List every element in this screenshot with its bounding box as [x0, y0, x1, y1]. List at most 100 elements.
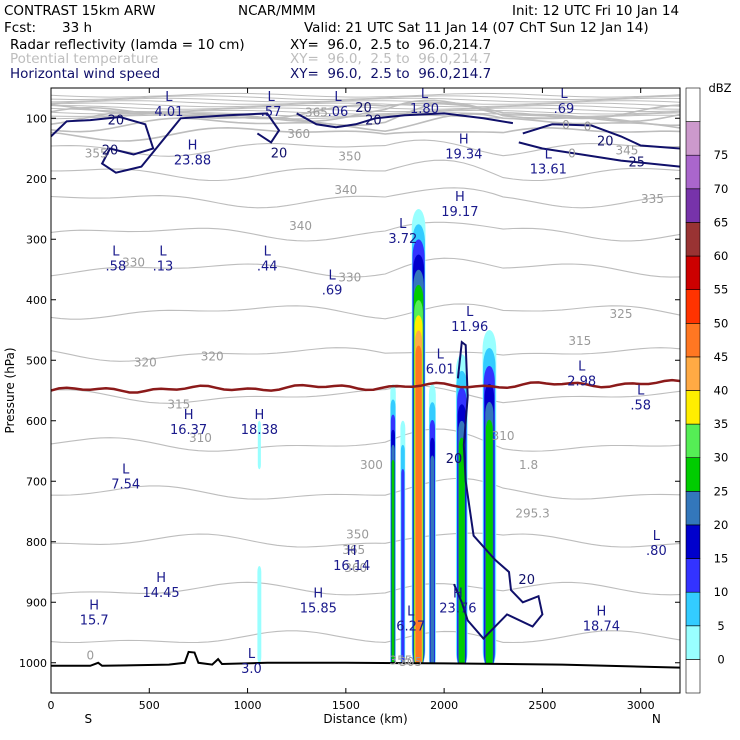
- colorbar-swatch: [685, 121, 701, 156]
- field-name-theta: Potential temperature: [10, 51, 159, 67]
- theta-label: 0: [562, 118, 570, 132]
- y-tick-label: 100: [26, 112, 47, 125]
- source-label: NCAR/MMM: [238, 3, 316, 19]
- theta-isentrope: [51, 139, 680, 157]
- theta-isentrope: [51, 428, 680, 452]
- extreme-value: 15.7: [80, 613, 109, 628]
- wind-contour-label: 20: [597, 135, 614, 150]
- forecast-label: Fcst:: [4, 20, 37, 36]
- extreme-marker-high: H: [347, 544, 357, 559]
- extreme-marker-low: L: [545, 148, 553, 163]
- extreme-marker-high: H: [455, 190, 465, 205]
- theta-label: 340: [334, 183, 357, 197]
- wind-contour-label: 25: [629, 156, 646, 171]
- colorbar-swatch: [685, 457, 701, 492]
- extreme-marker-high: H: [597, 604, 607, 619]
- colorbar-swatch: [685, 659, 701, 694]
- theta-label: 310: [492, 429, 515, 443]
- extreme-value: .69: [554, 102, 575, 117]
- reflectivity-band: [485, 419, 493, 669]
- x-end-label-south: S: [85, 712, 93, 726]
- theta-label: 340: [289, 219, 312, 233]
- extreme-value: 7.54: [111, 477, 140, 492]
- extreme-value: 16.37: [170, 423, 207, 438]
- theta-label: 365: [305, 105, 328, 119]
- theta-label: 355: [389, 654, 412, 668]
- colorbar-tick-label: 70: [714, 182, 729, 196]
- y-tick-label: 600: [26, 415, 47, 428]
- colorbar-tick-label: 65: [714, 215, 729, 229]
- theta-isentrope: [51, 347, 680, 362]
- colorbar-tick-label: 55: [714, 283, 729, 297]
- extreme-marker-low: L: [437, 347, 445, 362]
- extreme-value: .58: [630, 399, 651, 414]
- extreme-value: 23.76: [439, 601, 476, 616]
- reflectivity-band: [458, 437, 465, 669]
- reflectivity-band: [415, 345, 422, 669]
- extreme-value: .58: [106, 260, 127, 275]
- colorbar-tick-label: 75: [714, 148, 729, 162]
- reflectivity-band: [391, 459, 395, 669]
- theta-isentrope: [51, 102, 680, 108]
- theta-isentrope: [51, 159, 680, 182]
- extreme-marker-low: L: [399, 217, 407, 232]
- extreme-marker-high: H: [255, 408, 265, 423]
- colorbar-swatch: [685, 255, 701, 291]
- colorbar-swatch: [685, 423, 701, 459]
- theta-isentrope: [51, 581, 680, 596]
- wind-contour-label: 20: [365, 113, 382, 128]
- theta-isentrope: [51, 187, 680, 209]
- extreme-value: 18.74: [583, 619, 620, 634]
- colorbar-tick-label: 40: [714, 384, 729, 398]
- wind-speed-contour: [453, 340, 544, 640]
- extreme-marker-high: H: [313, 586, 323, 601]
- extreme-value: 13.61: [530, 163, 567, 178]
- wind-contour-label: 20: [355, 101, 372, 116]
- extreme-value: 2.98: [567, 374, 596, 389]
- theta-label: 365: [342, 543, 365, 557]
- colorbar-swatch: [685, 558, 701, 593]
- extreme-marker-low: L: [112, 245, 120, 260]
- colorbar-tick-label: 15: [714, 552, 729, 566]
- theta-label: 300: [360, 458, 383, 472]
- colorbar-tick-label: 25: [714, 484, 729, 498]
- extreme-marker-low: L: [653, 529, 661, 544]
- x-tick-label: 500: [139, 699, 160, 712]
- extreme-value: 11.96: [451, 320, 488, 335]
- field-name-reflectivity: Radar reflectivity (lamda = 10 cm): [10, 37, 245, 53]
- y-tick-label: 700: [26, 475, 47, 488]
- x-axis-title: Distance (km): [323, 712, 407, 726]
- theta-label: 335: [641, 192, 664, 206]
- theta-label: 350: [338, 150, 361, 164]
- colorbar-tick-label: 0: [717, 652, 724, 666]
- colorbar-swatch: [685, 154, 701, 190]
- extreme-marker-low: L: [248, 647, 256, 662]
- theta-isentrope: [51, 112, 680, 117]
- theta-isentrope: [51, 114, 680, 120]
- extreme-value: .57: [261, 105, 282, 120]
- x-tick-label: 2500: [528, 699, 556, 712]
- extreme-value: .80: [646, 544, 667, 559]
- reflectivity-band: [401, 469, 405, 669]
- extreme-marker-high: H: [188, 139, 198, 154]
- theta-label: 305: [399, 655, 422, 669]
- extreme-value: 16.14: [333, 559, 370, 574]
- field-name-wind: Horizontal wind speed: [10, 66, 161, 82]
- theta-isentrope: [51, 221, 680, 242]
- reflectivity-band: [257, 566, 262, 663]
- wind-contour-label: 20: [446, 452, 463, 467]
- colorbar-swatch: [685, 289, 701, 324]
- theta-label: 315: [568, 334, 591, 348]
- extreme-marker-low: L: [578, 359, 586, 374]
- forecast-hours: 33 h: [62, 20, 93, 36]
- theta-isentrope: [51, 104, 680, 110]
- theta-isentrope: [51, 630, 680, 644]
- extreme-marker-low: L: [637, 384, 645, 399]
- extreme-marker-high: H: [453, 586, 463, 601]
- valid-time: Valid: 21 UTC Sat 11 Jan 14 (07 ChT Sun …: [304, 20, 649, 36]
- extreme-marker-low: L: [466, 305, 474, 320]
- theta-isentrope: [51, 303, 680, 320]
- extreme-marker-low: L: [122, 462, 130, 477]
- theta-isentrope: [51, 92, 680, 98]
